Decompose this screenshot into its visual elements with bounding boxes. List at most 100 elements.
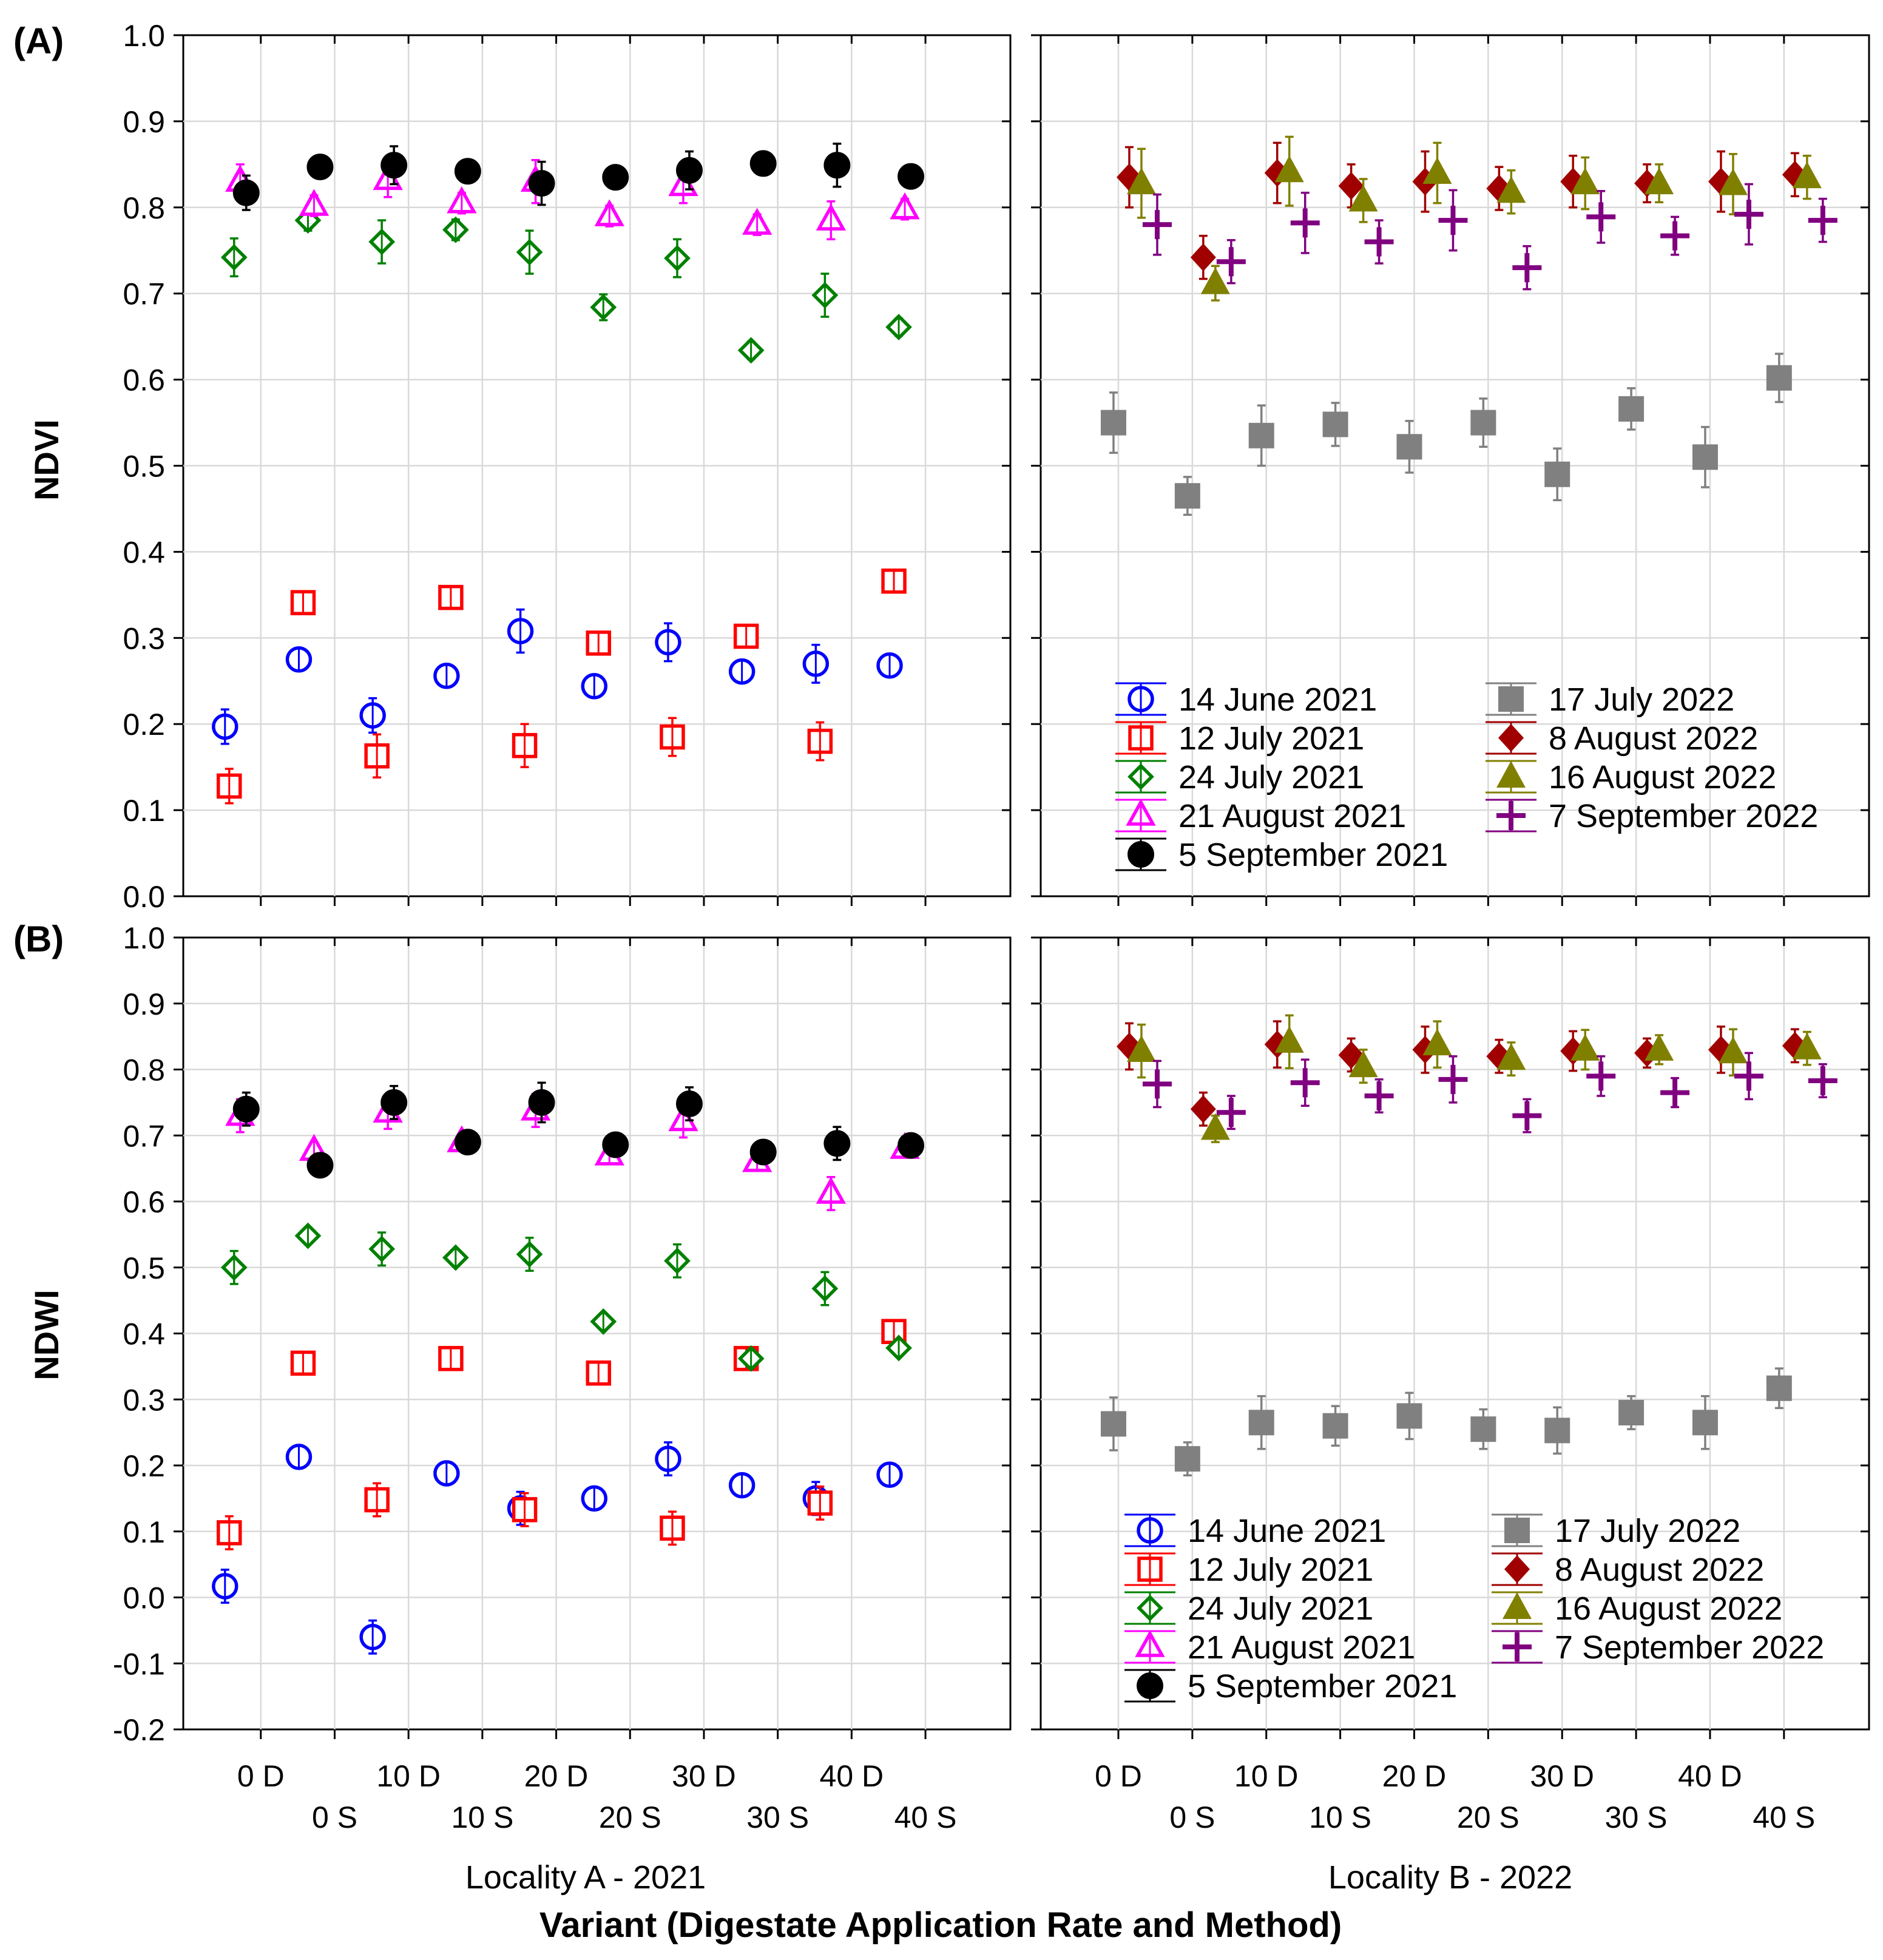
legend-item: 7 September 2022	[1486, 798, 1818, 834]
data-point	[602, 1131, 629, 1158]
data-point	[1322, 1413, 1348, 1439]
y-tick-label: 0.1	[123, 1515, 165, 1549]
x-tick-label: 20 S	[1457, 1800, 1520, 1834]
data-point	[1248, 422, 1274, 448]
x-tick-label: 0 S	[1169, 1800, 1215, 1834]
y-tick-label: -0.2	[113, 1713, 165, 1747]
data-point	[1338, 172, 1364, 200]
legend-label: 14 June 2021	[1188, 1513, 1386, 1549]
data-point	[602, 164, 629, 191]
y-tick-label: 0.9	[123, 987, 165, 1021]
y-tick-label: 0.4	[123, 535, 165, 569]
y-axis-title-ndvi: NDVI	[27, 419, 66, 501]
x-tick-label: 0 S	[312, 1800, 357, 1834]
y-tick-label: 0.2	[123, 1449, 165, 1483]
data-point	[898, 163, 925, 190]
y-tick-label: 0.7	[123, 1119, 165, 1153]
data-point	[306, 1152, 334, 1179]
y-tick-label: 0.3	[123, 1383, 165, 1417]
x-axis-title: Variant (Digestate Application Rate and …	[539, 1905, 1342, 1945]
legend-item: 12 July 2021	[1124, 1552, 1373, 1588]
data-point	[1348, 1050, 1378, 1078]
data-point	[749, 1138, 777, 1166]
data-point	[749, 150, 777, 177]
data-point	[1422, 157, 1452, 184]
legend-item: 14 June 2021	[1115, 681, 1377, 718]
data-point	[232, 179, 260, 206]
data-point	[1792, 161, 1822, 189]
data-point	[1618, 1400, 1645, 1425]
data-point	[1792, 1032, 1822, 1059]
data-point	[1174, 483, 1200, 509]
legend-label: 14 June 2021	[1178, 681, 1377, 718]
data-point	[1645, 1033, 1674, 1061]
panel-A-left: 0.0 0.1 0.2 0.3 0.4 0.5 0.6 0.7 0.8 0.9 1.0	[123, 19, 1012, 914]
data-point	[528, 170, 555, 197]
legend-item: 12 July 2021	[1115, 720, 1364, 757]
y-tick-label: 0.7	[123, 277, 165, 311]
series-16-august-2022	[1126, 135, 1822, 302]
x-tick-label: 40 S	[1753, 1800, 1815, 1834]
legend-label: 12 July 2021	[1188, 1552, 1373, 1588]
data-point	[1126, 167, 1156, 195]
y-tick-label: 0.6	[123, 363, 165, 397]
data-point	[1718, 168, 1748, 195]
x-tick-label: 0 D	[237, 1759, 285, 1793]
y-tick-label: 0.5	[123, 1251, 165, 1285]
x-tick-label: 0 D	[1095, 1759, 1142, 1793]
legend-item: 8 August 2022	[1492, 1552, 1764, 1588]
data-point	[675, 1090, 703, 1118]
legend-item: 21 August 2021	[1124, 1629, 1415, 1666]
series-16-august-2022	[1126, 1014, 1822, 1143]
x-tick-label: 30 D	[672, 1759, 736, 1793]
data-point	[232, 1095, 260, 1123]
data-point	[1766, 365, 1792, 391]
data-point	[1174, 1446, 1200, 1472]
series-17-july-2022	[1100, 353, 1792, 516]
y-axis-title-ndwi: NDWI	[27, 1289, 66, 1380]
legend-marker	[1496, 761, 1526, 788]
data-point	[528, 1089, 555, 1116]
legend-item: 5 September 2021	[1115, 837, 1448, 873]
legend-label: 24 July 2021	[1188, 1590, 1373, 1627]
legend-label: 5 September 2021	[1188, 1668, 1457, 1705]
y-tick-label: 1.0	[123, 19, 165, 53]
series-12-july-2021	[217, 568, 907, 805]
data-point	[1766, 1375, 1792, 1401]
data-point	[823, 152, 851, 179]
data-point	[1692, 1410, 1718, 1436]
series-7-september-2022	[1142, 1052, 1837, 1134]
data-point	[1322, 411, 1348, 438]
data-point	[823, 1130, 851, 1157]
legend-label: 17 July 2022	[1555, 1513, 1740, 1549]
data-point	[1422, 1029, 1452, 1056]
series-24-july-2021	[220, 1222, 912, 1372]
data-point	[454, 158, 481, 185]
x-tick-label: 30 D	[1530, 1759, 1594, 1793]
data-point	[675, 157, 703, 184]
data-point	[1274, 1026, 1304, 1053]
y-tick-label: -0.1	[113, 1647, 165, 1681]
series-24-july-2021	[220, 207, 912, 364]
data-point	[1248, 1410, 1274, 1436]
legend-item: 17 July 2022	[1486, 681, 1734, 718]
series-17-july-2022	[1100, 1367, 1792, 1477]
y-tick-label: 0.2	[123, 708, 165, 742]
data-point	[1190, 243, 1216, 272]
x-tick-label: 20 D	[524, 1759, 589, 1793]
data-point	[1470, 410, 1496, 436]
legend-label: 7 September 2022	[1555, 1629, 1824, 1666]
plot-panels: 0.0 0.1 0.2 0.3 0.4 0.5 0.6 0.7 0.8 0.9 1.0 14 June…	[113, 19, 1870, 1834]
data-point	[1570, 167, 1600, 195]
legend-marker	[1503, 1592, 1532, 1619]
legend-item: 24 July 2021	[1115, 759, 1364, 796]
legend-item: 24 July 2021	[1124, 1590, 1373, 1627]
legend-label: 7 September 2022	[1549, 798, 1818, 834]
legend-item: 7 September 2022	[1492, 1629, 1824, 1666]
data-point	[1718, 1036, 1748, 1064]
data-point	[380, 152, 408, 179]
x-tick-label: 30 S	[1605, 1800, 1668, 1834]
